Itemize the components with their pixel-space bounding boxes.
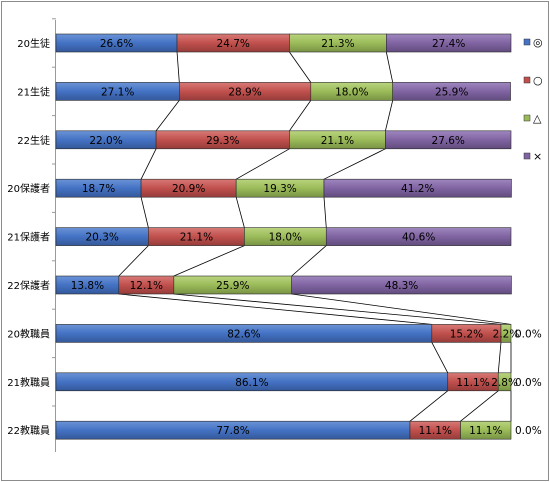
bar-segment xyxy=(500,324,512,343)
data-label: 19.3% xyxy=(263,183,296,195)
data-label: 86.1% xyxy=(235,377,268,389)
series-line xyxy=(118,293,432,325)
legend-swatch xyxy=(523,152,531,160)
legend-swatch xyxy=(523,76,531,84)
series-line xyxy=(289,100,312,132)
category-label: 22教職員 xyxy=(7,424,50,437)
data-label: 27.6% xyxy=(432,135,465,147)
series-line xyxy=(291,293,512,325)
data-label: 21.1% xyxy=(180,232,213,244)
series-line xyxy=(140,148,157,180)
data-label: 15.2% xyxy=(450,328,483,340)
series-line xyxy=(173,245,245,277)
data-label: 0.0% xyxy=(515,328,542,340)
series-line xyxy=(118,245,149,277)
data-label: 77.8% xyxy=(216,425,249,437)
data-label: 28.9% xyxy=(228,86,261,98)
data-label: 2.2% xyxy=(493,328,520,340)
data-label: 2.8% xyxy=(491,377,518,389)
data-label: 26.6% xyxy=(100,38,133,50)
series-line xyxy=(409,390,449,422)
series-line xyxy=(385,100,394,131)
category-label: 22生徒 xyxy=(17,134,50,147)
data-label: 13.8% xyxy=(71,280,104,292)
bar-segment xyxy=(323,178,512,198)
data-label: 0.0% xyxy=(515,425,542,437)
data-label: 41.2% xyxy=(401,183,434,195)
data-label: 82.6% xyxy=(227,328,260,340)
category-label: 21教職員 xyxy=(7,376,50,389)
data-label: 11.1% xyxy=(456,377,489,389)
legend-label: ○ xyxy=(533,74,543,87)
series-line xyxy=(173,293,502,325)
series-line xyxy=(323,197,327,228)
series-line xyxy=(235,148,290,180)
data-label: 18.0% xyxy=(269,232,302,244)
data-label: 25.9% xyxy=(216,280,249,292)
bar-segment xyxy=(291,275,512,295)
data-label: 20.3% xyxy=(86,232,119,244)
series-line xyxy=(155,100,180,132)
series-line xyxy=(323,148,386,180)
series-line xyxy=(176,51,180,83)
data-label: 40.6% xyxy=(402,232,435,244)
data-label: 11.1% xyxy=(419,425,452,437)
series-line xyxy=(460,390,499,422)
bar-segment xyxy=(386,33,512,53)
legend: ◎ ○ △ × xyxy=(523,36,543,163)
bar-segment xyxy=(385,130,512,150)
bar-segment xyxy=(497,372,512,392)
series-line xyxy=(385,51,394,83)
category-label: 21生徒 xyxy=(17,85,50,98)
legend-label: △ xyxy=(533,112,542,125)
category-label: 20保護者 xyxy=(7,182,50,195)
data-label: 18.0% xyxy=(335,86,368,98)
bar-segment xyxy=(460,420,512,440)
data-label: 27.1% xyxy=(101,86,134,98)
data-label: 12.1% xyxy=(130,280,163,292)
data-label: 48.3% xyxy=(385,280,418,292)
series-line xyxy=(431,342,449,373)
data-label: 21.3% xyxy=(321,38,354,50)
series-line xyxy=(140,197,149,228)
data-label: 25.9% xyxy=(435,86,468,98)
data-label: 24.7% xyxy=(217,38,250,50)
category-label: 21保護者 xyxy=(7,231,50,244)
series-line xyxy=(235,197,245,228)
data-label: 21.1% xyxy=(321,135,354,147)
plot-area: 20生徒 26.6% 24.7% 21.3% 27.4% 21生徒 27.1% 28.9% 18… xyxy=(7,18,542,452)
category-label: 20生徒 xyxy=(17,37,50,50)
bar-segment xyxy=(325,227,512,246)
series-line xyxy=(289,51,312,83)
series-line xyxy=(497,342,502,373)
data-label: 27.4% xyxy=(432,38,465,50)
bar-segment xyxy=(392,82,511,101)
series-line xyxy=(291,245,327,277)
legend-swatch xyxy=(523,114,531,122)
data-label: 20.9% xyxy=(172,183,205,195)
data-label: 18.7% xyxy=(82,183,115,195)
category-label: 20教職員 xyxy=(7,327,50,340)
data-label: 22.0% xyxy=(89,135,122,147)
data-label: 29.3% xyxy=(206,135,239,147)
category-label: 22保護者 xyxy=(7,279,50,292)
legend-label: ◎ xyxy=(533,36,543,49)
legend-label: × xyxy=(533,150,542,163)
data-label: 11.1% xyxy=(469,425,502,437)
data-label: 0.0% xyxy=(515,377,542,389)
legend-swatch xyxy=(523,38,531,46)
